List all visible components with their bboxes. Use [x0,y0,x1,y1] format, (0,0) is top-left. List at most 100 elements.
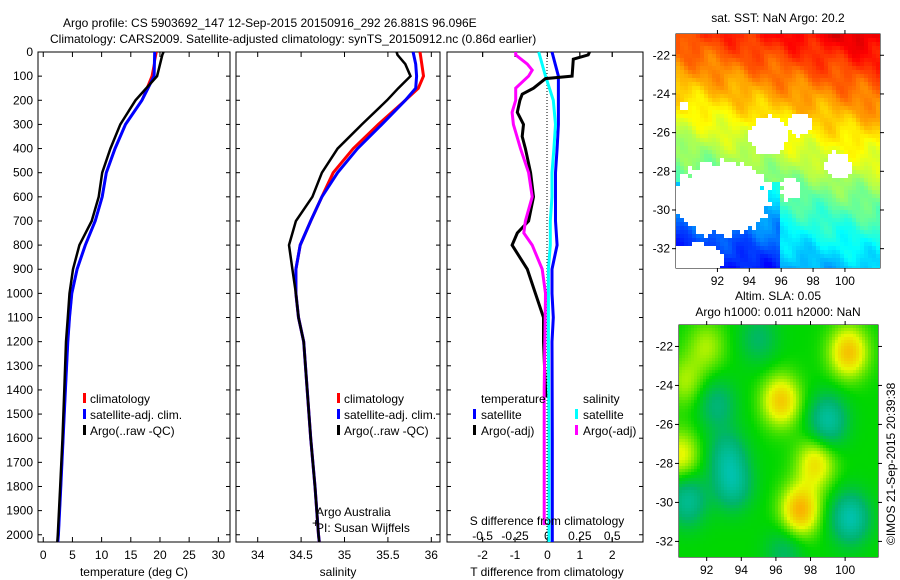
depth-tick-label: 500 [13,166,33,180]
lon-tick-label: 92 [711,274,725,288]
lon-tick-label: 96 [769,563,783,577]
temperature-axes [37,51,231,543]
x-tick-label: 36 [425,548,439,562]
legend-marker-satellite [337,409,340,419]
depth-tick-label: 400 [13,142,33,156]
x-tick-label: -1 [510,548,521,562]
timestamp-stamp: ©IMOS 21-Sep-2015 20:39:38 [884,382,898,545]
depth-tick-label: 900 [13,262,33,276]
legend-argo: Argo(..raw -QC) [344,424,429,438]
legend-marker-argo [337,425,340,435]
difference-profile-line-t-satellite [550,51,560,542]
x-tick-label: 25 [182,548,196,562]
credit-marker: + [312,516,319,530]
depth-tick-label: 1000 [6,286,33,300]
legend-marker-argo [83,425,86,435]
legend-satellite: satellite-adj. clim. [344,408,436,422]
lat-tick-label: -24 [653,87,671,101]
axis-ticks: 0100200300400500600700800900100011001200… [6,45,643,562]
credit-line-1: Argo Australia [316,505,391,519]
lon-tick-label: 100 [835,274,855,288]
depth-tick-label: 600 [13,190,33,204]
x-tick-label: 1 [576,548,583,562]
legend-climatology: climatology [90,392,150,406]
legend-marker-t-argo [473,425,476,435]
difference-legend: temperature satellite Argo(-adj) salinit… [473,392,636,438]
profile-lines [56,51,591,543]
t-difference-xlabel: T difference from climatology [470,565,624,579]
difference-profile-line-s-argo-adj-x4- [510,52,548,526]
lat-tick-label: -28 [653,164,671,178]
legend-s-argo: Argo(-adj) [583,424,636,438]
lat-tick-label: -26 [656,417,674,431]
temperature-xlabel: temperature (deg C) [80,565,188,579]
lon-tick-label: 92 [700,563,714,577]
legend-t-satellite: satellite [481,408,522,422]
depth-tick-label: 1600 [6,431,33,445]
legend-t-argo: Argo(-adj) [481,424,534,438]
temperature-legend: climatology satellite-adj. clim. Argo(..… [83,392,182,438]
x-tick-label: 35.5 [376,548,400,562]
credit-line-2: PI: Susan Wijffels [316,521,410,535]
lon-tick-label: 94 [743,274,757,288]
depth-tick-label: 1300 [6,359,33,373]
lat-tick-label: -22 [653,48,671,62]
lon-tick-label: 98 [806,274,820,288]
legend-salinity-title: salinity [583,392,620,406]
depth-tick-label: 200 [13,93,33,107]
sst-map [676,34,880,268]
x-tick-label: 30 [212,548,226,562]
salinity-axes [235,51,441,543]
map-ticks: 92 94 96 98 100 -22 -24 -26 -28 -30 -32 92 94 96 98 100… [653,30,884,577]
depth-tick-label: 300 [13,117,33,131]
sla-map-title-2: Argo h1000: 0.011 h2000: NaN [695,305,860,319]
legend-marker-s-satellite [575,409,578,419]
x-tick-label: 0.5 [604,529,621,543]
depth-tick-label: 1100 [7,311,33,325]
s-difference-xlabel: S difference from climatology [470,514,625,528]
x-tick-label: 0.25 [568,529,592,543]
difference-profile-line-t-argo-adj- [510,51,591,398]
x-tick-label: -0.25 [501,529,529,543]
temperature-profile-line-satellite-adj-clim- [56,51,157,543]
x-tick-label: -0.5 [472,529,493,543]
x-tick-label: 0 [40,548,47,562]
depth-tick-label: 1200 [6,335,33,349]
salinity-legend: climatology satellite-adj. clim. Argo(..… [337,392,436,438]
sla-map [679,325,878,557]
legend-marker-climatology [337,393,340,403]
legend-satellite: satellite-adj. clim. [90,408,182,422]
lat-tick-label: -32 [656,534,674,548]
title-line-2: Climatology: CARS2009. Satellite-adjuste… [50,32,536,46]
sla-map-title-1: Altim. SLA: 0.05 [735,289,821,303]
lon-tick-label: 96 [775,274,789,288]
x-tick-label: -2 [477,548,488,562]
x-tick-label: 2 [609,548,616,562]
legend-temperature-title: temperature [481,392,546,406]
depth-tick-label: 800 [13,238,33,252]
legend-marker-t-satellite [473,409,476,419]
depth-tick-label: 1800 [6,479,33,493]
lat-tick-label: -26 [653,126,671,140]
legend-s-satellite: satellite [583,408,624,422]
x-tick-label: 34.5 [289,548,313,562]
difference-axes [446,51,644,543]
lat-tick-label: -30 [656,495,674,509]
legend-marker-s-argo [575,425,578,435]
salinity-profile-line-argo-raw-qc- [287,51,412,543]
lat-tick-label: -30 [653,203,671,217]
lon-tick-label: 100 [835,563,855,577]
temperature-profile-line-argo-raw-qc- [56,51,165,543]
x-tick-label: 15 [124,548,138,562]
depth-tick-label: 100 [13,69,33,83]
lat-tick-label: -24 [656,378,674,392]
sst-map-title: sat. SST: NaN Argo: 20.2 [711,11,845,25]
depth-tick-label: 1400 [6,383,33,397]
depth-tick-label: 2000 [6,528,33,542]
title-line-1: Argo profile: CS 5903692_147 12-Sep-2015… [63,16,477,30]
lat-tick-label: -32 [653,242,671,256]
lon-tick-label: 98 [804,563,818,577]
depth-tick-label: 700 [13,214,33,228]
